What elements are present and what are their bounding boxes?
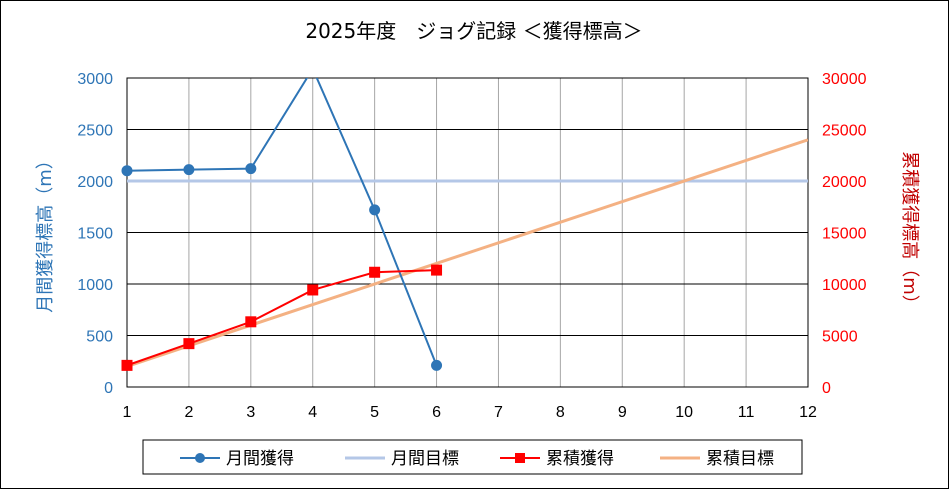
x-tick-label: 8: [556, 404, 565, 421]
y-tick-label-left: 2000: [77, 174, 113, 191]
series-layer: [121, 78, 808, 371]
y-tick-label-left: 1500: [77, 226, 113, 243]
data-point: [245, 316, 257, 328]
y-tick-label-left: 500: [86, 329, 113, 346]
legend-label: 累積獲得: [546, 449, 614, 469]
y-tick-label-right: 15000: [822, 226, 867, 243]
x-tick-label: 7: [494, 404, 503, 421]
y-tick-label-right: 25000: [822, 123, 867, 140]
y-axis-label-left: 月間獲得標高（m）: [35, 151, 56, 313]
legend-entry: 累積目標: [660, 449, 774, 469]
y-tick-label-right: 30000: [822, 71, 867, 88]
legend: 月間獲得 月間目標 累積獲得 累積目標: [142, 439, 803, 475]
series-3: [121, 264, 443, 371]
data-point: [431, 359, 443, 371]
x-tick-label: 4: [308, 404, 317, 421]
tick-layer: 0500100015002000250030000500010000150002…: [77, 71, 866, 421]
legend-label: 月間目標: [391, 449, 459, 469]
legend-marker: [195, 453, 205, 463]
x-tick-label: 3: [246, 404, 255, 421]
x-tick-label: 5: [370, 404, 379, 421]
x-tick-label: 11: [738, 404, 755, 421]
x-tick-label: 2: [184, 404, 193, 421]
data-point: [307, 284, 319, 296]
legend-entry: 累積獲得: [500, 449, 614, 469]
data-point: [245, 163, 257, 175]
y-tick-label-right: 20000: [822, 174, 867, 191]
y-tick-label-left: 0: [104, 380, 113, 397]
legend-entry: 月間獲得: [180, 449, 294, 469]
series-line: [127, 269, 437, 367]
series-1: [127, 138, 808, 368]
legend-label: 累積目標: [706, 449, 774, 469]
legend-entry: 月間目標: [345, 449, 459, 469]
data-point: [369, 204, 381, 216]
data-point: [121, 165, 133, 177]
data-point: [369, 266, 381, 278]
series-line: [127, 78, 438, 366]
data-point: [183, 164, 195, 176]
x-tick-label: 12: [799, 404, 817, 421]
y-axis-label-right: 累積獲得標高（m）: [899, 151, 920, 313]
legend-marker: [515, 453, 525, 463]
y-tick-label-left: 3000: [77, 71, 113, 88]
legend-label: 月間獲得: [226, 449, 294, 469]
y-tick-label-right: 0: [822, 380, 831, 397]
x-tick-label: 10: [675, 404, 693, 421]
y-tick-label-right: 5000: [822, 329, 858, 346]
x-tick-label: 6: [432, 404, 441, 421]
data-point: [431, 264, 443, 276]
series-2: [121, 78, 443, 371]
x-tick-label: 1: [123, 404, 132, 421]
y-tick-label-left: 2500: [77, 123, 113, 140]
series-line: [127, 138, 808, 368]
grid-layer: [126, 77, 809, 388]
data-point: [183, 338, 195, 350]
x-tick-label: 9: [618, 404, 627, 421]
chart-title: 2025年度 ジョグ記録 ＜獲得標高＞: [305, 19, 642, 43]
y-tick-label-right: 10000: [822, 277, 867, 294]
data-point: [121, 359, 133, 371]
y-tick-label-left: 1000: [77, 277, 113, 294]
plot-border: [126, 77, 809, 388]
